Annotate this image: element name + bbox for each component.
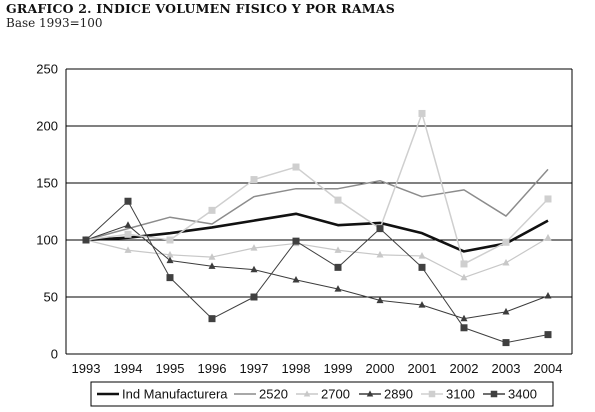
data-point-2700-2002 [460,273,468,281]
data-point-3100-1999 [334,196,342,204]
legend-marker-2700 [303,390,311,397]
data-point-2890-2003 [502,307,510,315]
data-point-2700-1999 [334,246,342,253]
legend: Ind Manufacturera 2520 2700 2890 3100 3400 [90,381,554,407]
data-point-2700-2004 [544,233,552,241]
x-tick-label-2004: 2004 [534,361,563,376]
axis-layer [65,69,573,355]
data-point-2890-2004 [544,291,552,299]
data-point-3400-1999 [334,263,342,271]
series-ind-manufacturera [85,212,549,253]
data-point-3100-2002 [460,260,468,268]
data-point-3100-1997 [250,176,258,184]
data-point-3100-1995 [166,236,174,244]
legend-box [90,381,554,407]
x-tick-label-1993: 1993 [72,361,101,376]
x-tick-label-1997: 1997 [240,361,269,376]
data-point-3400-2001 [418,263,426,271]
legend-marker-2890 [366,390,374,397]
x-tick-label-1999: 1999 [324,361,353,376]
series-line-2700 [85,237,549,279]
data-point-3100-1996 [208,206,216,214]
x-tick-label-2002: 2002 [450,361,479,376]
data-point-3400-1997 [250,293,258,301]
legend-item-3100: 3100 [421,387,475,402]
legend-label-2890: 2890 [384,387,413,402]
series-line-3100 [85,112,549,265]
legend-marker-3100 [428,390,436,398]
legend-item-2520: 2520 [234,387,288,402]
legend-label-2520: 2520 [259,387,288,402]
data-point-2700-2000 [376,250,384,258]
data-point-2890-1996 [208,262,216,269]
tick-layer: 0 50 100 150 200 250 1993 1994 1995 1996 1997 1998 1… [36,62,562,377]
data-point-3100-1994 [124,230,132,238]
data-point-3100-2003 [502,238,510,246]
data-point-2700-1996 [208,253,216,260]
series-2700 [82,233,552,281]
data-point-3400-1994 [124,197,132,205]
data-point-2890-1994 [124,221,132,228]
data-point-3400-1995 [166,274,174,282]
data-point-2890-2002 [460,314,468,322]
series-3400 [82,197,552,347]
data-point-3400-1993 [82,236,90,244]
data-point-2890-1999 [334,285,342,292]
data-point-3100-2004 [544,195,552,203]
x-tick-label-2003: 2003 [492,361,521,376]
y-tick-label-150: 150 [36,176,58,191]
data-point-3400-2002 [460,324,468,332]
data-point-3400-2000 [376,225,384,233]
series-line-2520 [85,168,549,241]
legend-item-ind-manufacturera: Ind Manufacturera [97,387,228,402]
chart-subtitle: Base 1993=100 [6,16,103,30]
legend-label-2700: 2700 [321,387,350,402]
grid-layer [66,68,572,298]
data-point-2700-2003 [502,258,510,266]
data-point-3400-2003 [502,339,510,347]
data-point-2890-1998 [292,275,300,283]
data-point-2700-1994 [124,246,132,253]
legend-item-2700: 2700 [296,387,350,402]
x-tick-label-2000: 2000 [366,361,395,376]
data-point-2700-2001 [418,252,426,259]
x-tick-label-1998: 1998 [282,361,311,376]
legend-label-3400: 3400 [508,387,537,402]
data-point-3400-1998 [292,237,300,245]
series-line-3400 [85,200,549,344]
x-tick-label-2001: 2001 [408,361,437,376]
legend-label-3100: 3100 [446,387,475,402]
y-tick-label-200: 200 [36,119,58,134]
x-tick-label-1996: 1996 [198,361,227,376]
y-tick-label-50: 50 [44,290,58,305]
legend-label-ind-manufacturera: Ind Manufacturera [122,387,228,402]
series-layer [82,109,552,347]
data-point-3100-2001 [418,109,426,117]
series-2520 [85,168,549,241]
data-point-2890-2001 [418,301,426,308]
series-line-2890 [85,224,549,320]
data-point-2700-1997 [250,244,258,251]
legend-item-2890: 2890 [359,387,413,402]
data-point-3400-2004 [544,331,552,339]
data-point-2700-1995 [166,250,174,258]
series-line-ind-manufacturera [85,212,549,253]
data-point-2890-1997 [250,265,258,273]
legend-item-3400: 3400 [483,387,537,402]
y-tick-label-0: 0 [51,347,58,362]
data-point-2890-1995 [166,256,174,264]
data-point-2890-2000 [376,296,384,304]
data-point-3100-1998 [292,163,300,171]
legend-marker-3400 [490,390,498,398]
chart-title: GRAFICO 2. INDICE VOLUMEN FISICO Y POR R… [6,1,395,16]
x-tick-label-1994: 1994 [114,361,143,376]
data-point-3400-1996 [208,315,216,323]
x-tick-label-1995: 1995 [156,361,185,376]
y-tick-label-100: 100 [36,233,58,248]
y-tick-label-250: 250 [36,62,58,77]
